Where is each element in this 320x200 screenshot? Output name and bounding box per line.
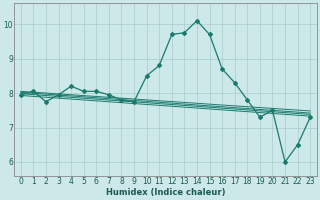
X-axis label: Humidex (Indice chaleur): Humidex (Indice chaleur) — [106, 188, 225, 197]
